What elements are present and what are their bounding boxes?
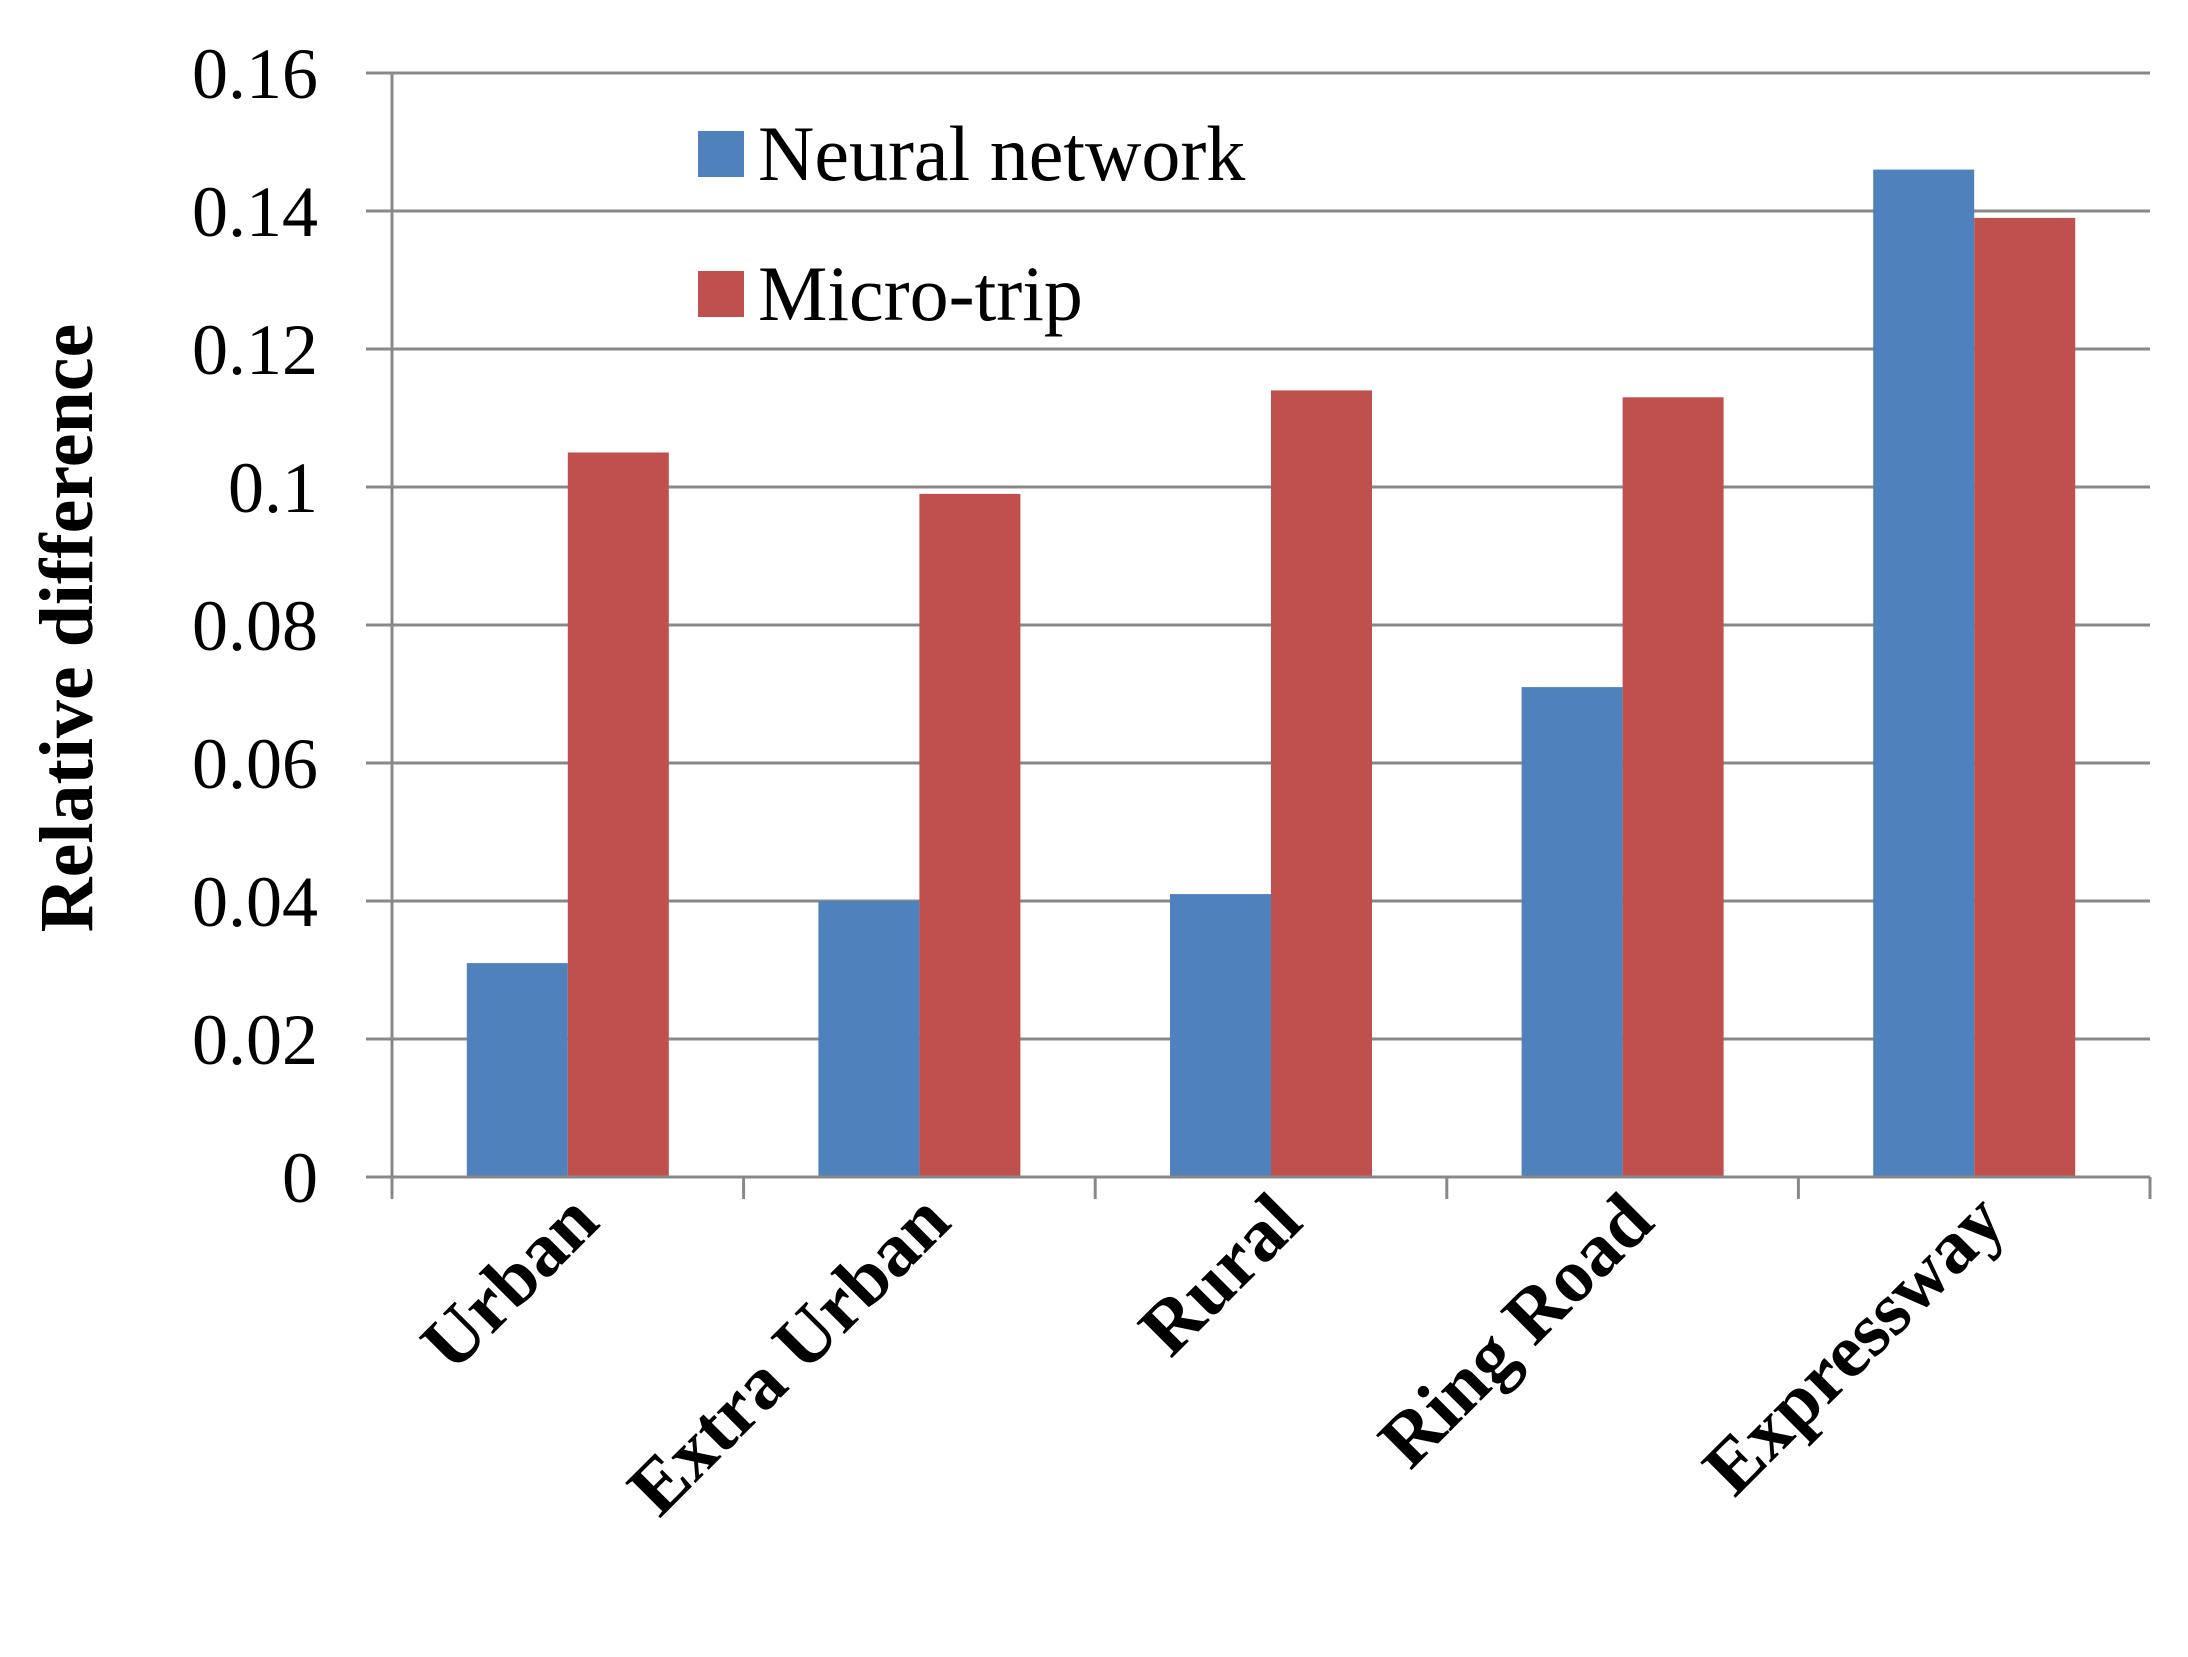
y-tick-label: 0.1 [228, 448, 318, 528]
bars [466, 169, 2076, 1178]
x-tick-label: Ring Road [1363, 1178, 1669, 1484]
legend-swatch [698, 271, 744, 317]
bar-neural-network-extra-urban [818, 901, 920, 1177]
legend-label: Micro-trip [758, 250, 1083, 337]
bar-micro-trip-extra-urban [919, 493, 1021, 1177]
y-tick-label: 0.16 [192, 34, 318, 114]
x-tick-label: Extra Urban [612, 1178, 965, 1531]
y-tick-label: 0.02 [192, 1000, 318, 1080]
bar-micro-trip-expressway [1974, 217, 2076, 1177]
bar-micro-trip-rural [1271, 390, 1372, 1177]
x-tick-label: Urban [405, 1178, 614, 1387]
y-tick-label: 0.12 [192, 310, 318, 390]
bar-neural-network-rural [1170, 894, 1271, 1177]
bar-neural-network-expressway [1873, 169, 1975, 1178]
y-tick-label: 0.06 [192, 724, 318, 804]
x-tick-label: Expressway [1687, 1178, 2020, 1511]
legend: Neural network Micro-trip [698, 110, 1245, 337]
y-tick-label: 0.14 [192, 172, 318, 252]
legend-swatch [698, 131, 744, 177]
y-axis-title: Relative difference [25, 324, 109, 932]
y-tick-labels: 0 0.02 0.04 0.06 0.08 0.1 0.12 0.14 0.16 [192, 34, 318, 1218]
y-tick-label: 0 [282, 1138, 318, 1218]
bar-micro-trip-urban [567, 452, 669, 1177]
y-tick-label: 0.08 [192, 586, 318, 666]
bar-neural-network-urban [466, 963, 568, 1177]
legend-label: Neural network [758, 110, 1245, 197]
bar-micro-trip-ring-road [1622, 397, 1724, 1177]
bar-neural-network-ring-road [1521, 687, 1623, 1177]
y-tick-label: 0.04 [192, 862, 318, 942]
axes [366, 73, 2152, 1199]
x-tick-label: Rural [1123, 1178, 1317, 1372]
